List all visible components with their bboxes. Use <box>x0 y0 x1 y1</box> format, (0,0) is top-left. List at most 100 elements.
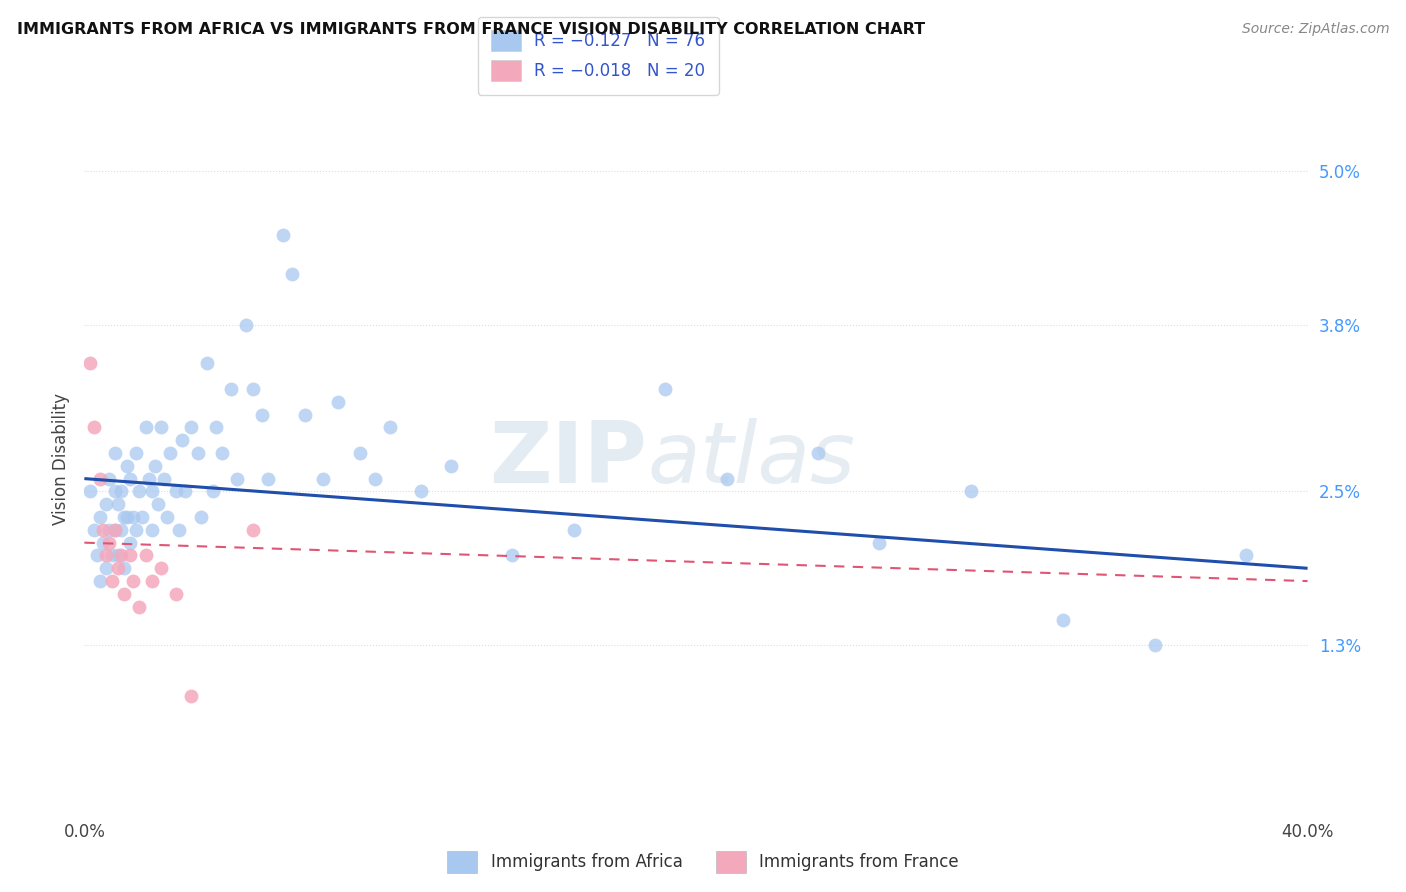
Point <box>135 549 157 563</box>
Point <box>122 574 145 588</box>
Point <box>153 472 176 486</box>
Point <box>138 472 160 486</box>
Point <box>257 472 280 486</box>
Point <box>89 510 111 524</box>
Point <box>110 523 132 537</box>
Point <box>328 394 350 409</box>
Point <box>94 561 117 575</box>
Point <box>349 446 371 460</box>
Point <box>107 497 129 511</box>
Point <box>242 523 264 537</box>
Legend: Immigrants from Africa, Immigrants from France: Immigrants from Africa, Immigrants from … <box>440 845 966 880</box>
Legend: R = −0.127   N = 76, R = −0.018   N = 20: R = −0.127 N = 76, R = −0.018 N = 20 <box>478 17 718 95</box>
Point <box>869 535 891 549</box>
Point <box>79 356 101 370</box>
Point <box>1143 638 1166 652</box>
Point <box>440 458 463 473</box>
Point <box>112 561 135 575</box>
Point <box>409 484 432 499</box>
Point <box>115 510 138 524</box>
Point <box>83 523 105 537</box>
Point <box>146 497 169 511</box>
Text: ZIP: ZIP <box>489 417 647 501</box>
Point <box>364 472 387 486</box>
Text: Source: ZipAtlas.com: Source: ZipAtlas.com <box>1241 22 1389 37</box>
Point <box>1236 549 1258 563</box>
Point <box>104 446 127 460</box>
Point <box>250 408 273 422</box>
Point <box>312 472 335 486</box>
Point <box>1052 613 1074 627</box>
Point <box>101 549 124 563</box>
Point <box>281 267 304 281</box>
Point <box>174 484 197 499</box>
Point <box>128 484 150 499</box>
Point <box>716 472 738 486</box>
Point <box>141 484 163 499</box>
Point <box>94 549 117 563</box>
Point <box>219 382 242 396</box>
Point <box>120 472 142 486</box>
Point <box>562 523 585 537</box>
Point <box>156 510 179 524</box>
Point <box>104 484 127 499</box>
Point <box>180 420 202 434</box>
Point <box>205 420 228 434</box>
Point <box>165 484 187 499</box>
Y-axis label: Vision Disability: Vision Disability <box>52 393 70 525</box>
Point <box>125 446 148 460</box>
Point <box>960 484 983 499</box>
Point <box>186 446 208 460</box>
Point <box>190 510 212 524</box>
Point <box>97 535 120 549</box>
Point <box>115 458 138 473</box>
Point <box>97 523 120 537</box>
Point <box>654 382 676 396</box>
Point <box>91 535 114 549</box>
Point <box>502 549 524 563</box>
Point <box>94 497 117 511</box>
Point <box>86 549 108 563</box>
Point <box>120 549 142 563</box>
Point <box>110 549 132 563</box>
Point <box>107 561 129 575</box>
Point <box>104 523 127 537</box>
Point <box>131 510 153 524</box>
Point <box>89 472 111 486</box>
Point <box>125 523 148 537</box>
Point <box>104 523 127 537</box>
Text: IMMIGRANTS FROM AFRICA VS IMMIGRANTS FROM FRANCE VISION DISABILITY CORRELATION C: IMMIGRANTS FROM AFRICA VS IMMIGRANTS FRO… <box>17 22 925 37</box>
Point <box>180 690 202 704</box>
Point <box>91 523 114 537</box>
Text: atlas: atlas <box>647 417 855 501</box>
Point <box>226 472 249 486</box>
Point <box>141 574 163 588</box>
Point <box>89 574 111 588</box>
Point <box>120 535 142 549</box>
Point <box>195 356 218 370</box>
Point <box>83 420 105 434</box>
Point <box>149 561 172 575</box>
Point <box>380 420 402 434</box>
Point <box>122 510 145 524</box>
Point <box>97 472 120 486</box>
Point <box>112 587 135 601</box>
Point <box>143 458 166 473</box>
Point <box>135 420 157 434</box>
Point <box>112 510 135 524</box>
Point <box>128 599 150 614</box>
Point <box>79 484 101 499</box>
Point <box>107 549 129 563</box>
Point <box>294 408 316 422</box>
Point <box>110 484 132 499</box>
Point <box>242 382 264 396</box>
Point <box>149 420 172 434</box>
Point <box>165 587 187 601</box>
Point <box>211 446 233 460</box>
Point <box>807 446 830 460</box>
Point <box>159 446 181 460</box>
Point <box>167 523 190 537</box>
Point <box>201 484 224 499</box>
Point <box>101 574 124 588</box>
Point <box>172 433 194 447</box>
